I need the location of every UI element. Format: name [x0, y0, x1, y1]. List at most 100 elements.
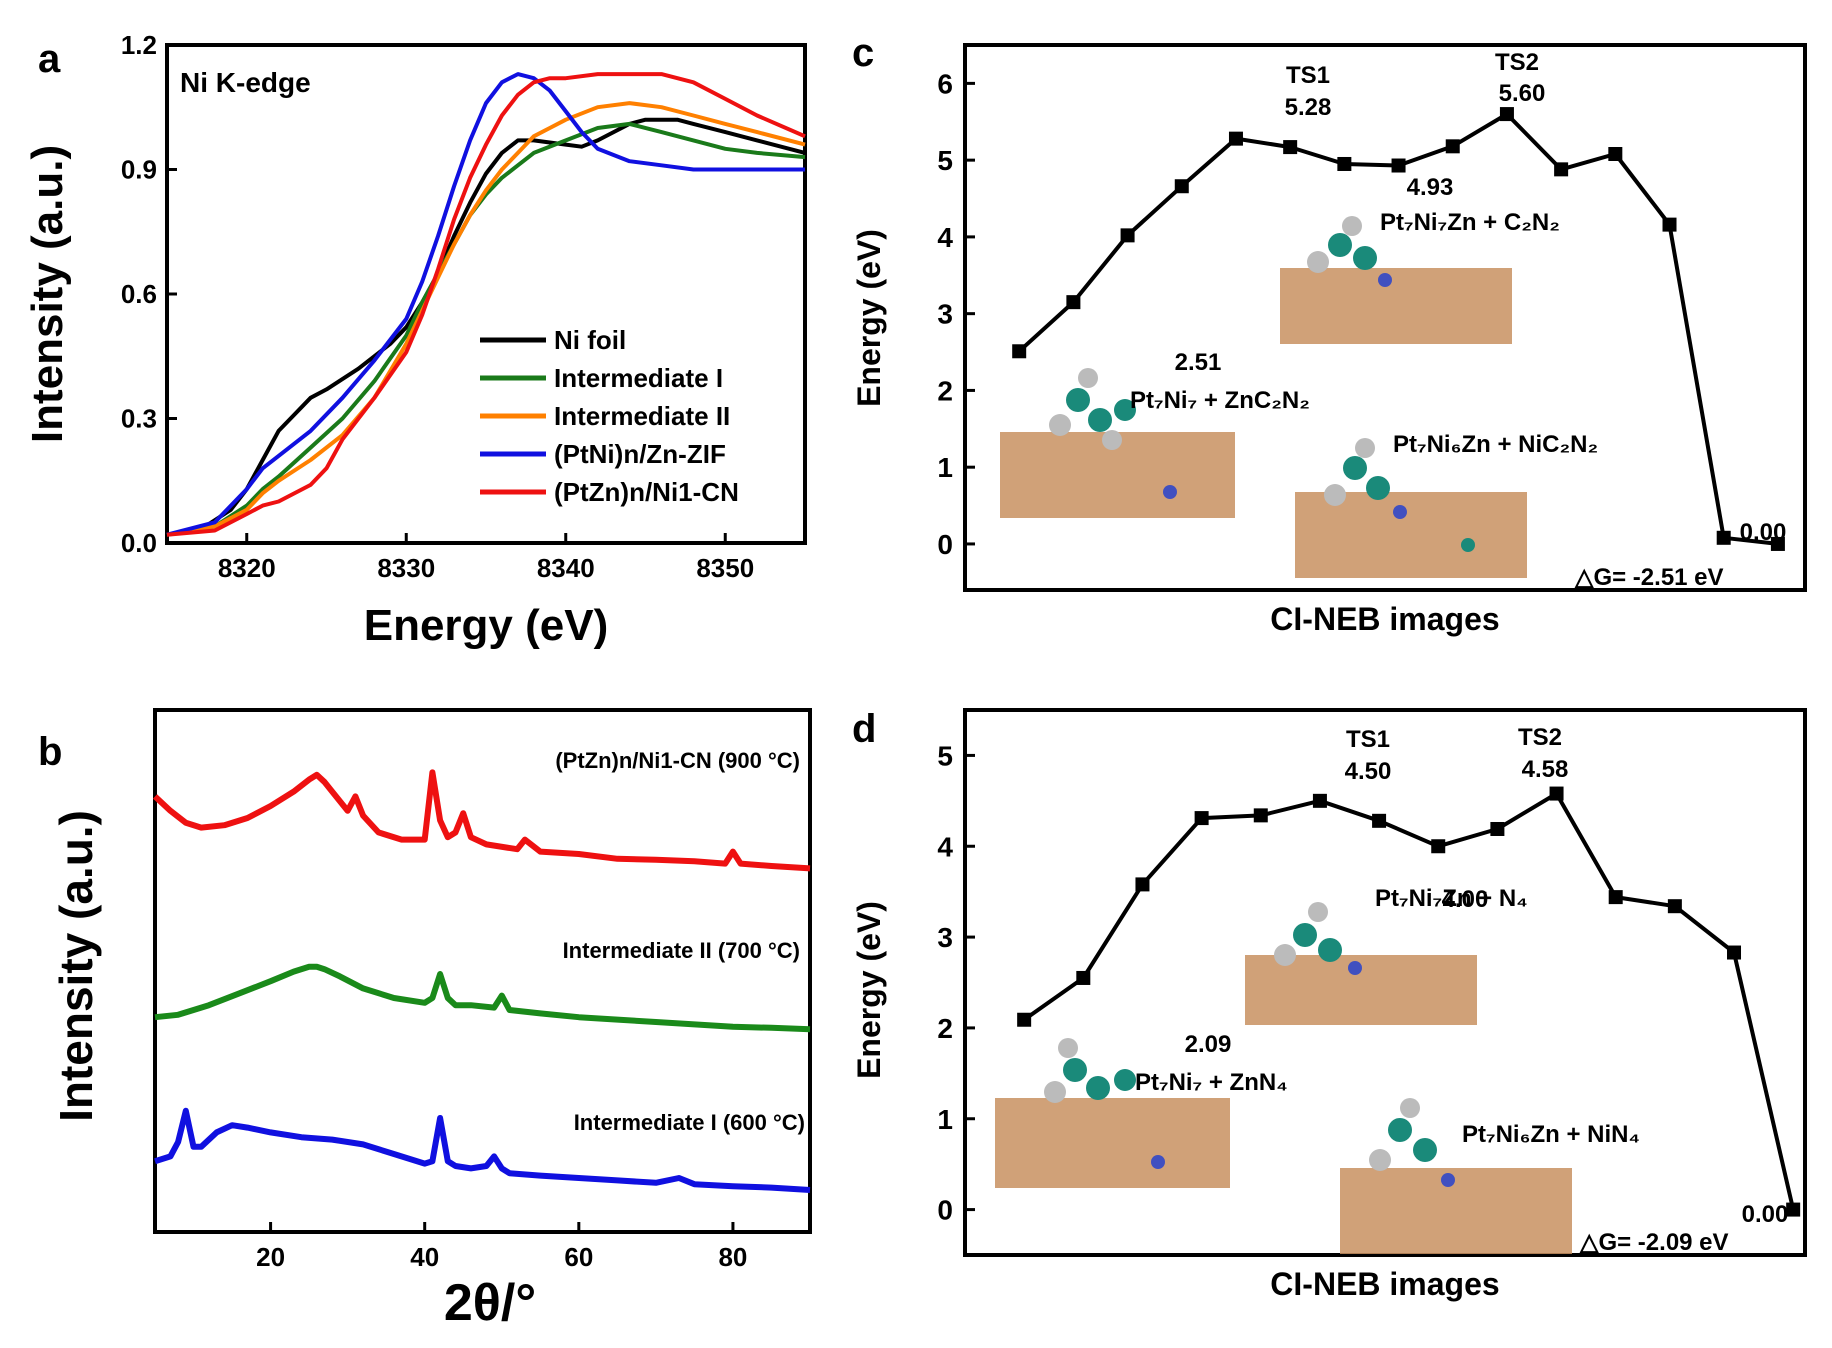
panel-b-label-600: Intermediate I (600 °C) — [574, 1110, 805, 1135]
series-line-ptzn-n-ni1-cn-900-c — [152, 769, 811, 872]
panel-a: a 8320 8330 8340 8350 0.0 0.3 0.6 0.9 1.2 Ni K-… — [23, 30, 807, 650]
energy-point-2 — [1076, 970, 1091, 985]
structure-illustration-start — [1000, 368, 1235, 518]
x-tick-label: 80 — [718, 1242, 747, 1272]
series-line-intermediate-ii — [166, 101, 806, 537]
panel-a-xlabel: Energy (eV) — [364, 601, 609, 650]
structure-illustration-end — [1340, 1098, 1572, 1254]
panel-a-legend: Ni foil Intermediate I Intermediate II (PtN… — [480, 325, 739, 507]
energy-point-13 — [1662, 217, 1677, 232]
panel-d-state-end: Pt₇Ni₆Zn + NiN₄ — [1462, 1121, 1640, 1148]
panel-label-d: d — [852, 707, 876, 751]
structure-illustration-mid — [1245, 902, 1477, 1025]
legend-label-intermediate-ii: Intermediate II — [554, 401, 730, 431]
panel-a-x-ticks: 8320 8330 8340 8350 — [218, 533, 754, 583]
y-tick-label: 0.0 — [121, 528, 157, 558]
energy-point-8 — [1391, 158, 1406, 173]
energy-point-8 — [1431, 839, 1446, 854]
panel-d-start-value: 2.09 — [1185, 1031, 1232, 1058]
legend-label-intermediate-i: Intermediate I — [554, 363, 723, 393]
x-tick-label: 8330 — [377, 553, 435, 583]
panel-d-y-ticks: 0 1 2 3 4 5 — [937, 740, 975, 1226]
x-tick-label: 8320 — [218, 553, 276, 583]
panel-d: d 0 1 2 3 4 5 TS1 4.50 TS2 4.58 4.00 2.09 0.0… — [851, 707, 1807, 1302]
panel-c-end-value: 0.00 — [1740, 519, 1787, 546]
y-tick-label: 4 — [937, 222, 953, 253]
energy-point-11 — [1554, 162, 1569, 177]
panel-b-label-900: (PtZn)n/Ni1-CN (900 °C) — [555, 748, 800, 773]
panel-d-end-value: 0.00 — [1742, 1201, 1789, 1228]
series-line-ptzn-n-ni1-cn — [166, 72, 806, 537]
panel-c-start-value: 2.51 — [1175, 349, 1222, 376]
panel-a-series — [166, 72, 806, 537]
panel-d-ts1-value: 4.50 — [1345, 758, 1392, 785]
series-line-intermediate-i — [166, 121, 806, 537]
energy-point-6 — [1283, 140, 1298, 155]
panel-b-ylabel: Intensity (a.u.) — [50, 810, 102, 1122]
panel-b-label-700: Intermediate II (700 °C) — [563, 938, 800, 963]
energy-point-12 — [1667, 899, 1682, 914]
y-tick-label: 3 — [937, 922, 953, 953]
series-line-ni-foil — [166, 117, 806, 537]
panel-d-xlabel: CI-NEB images — [1270, 1266, 1499, 1302]
panel-c-ts2-value: 5.60 — [1499, 80, 1546, 107]
energy-point-10 — [1549, 786, 1564, 801]
y-tick-label: 0.6 — [121, 279, 157, 309]
energy-point-3 — [1135, 877, 1150, 892]
energy-point-12 — [1608, 147, 1623, 161]
energy-point-9 — [1490, 821, 1505, 836]
panel-label-c: c — [852, 31, 874, 75]
energy-point-15 — [1770, 536, 1785, 551]
energy-point-11 — [1608, 890, 1623, 905]
panel-d-ts1-label: TS1 — [1346, 726, 1390, 753]
panel-c-ts1-label: TS1 — [1286, 62, 1330, 89]
panel-c-frame — [963, 43, 1807, 592]
energy-point-13 — [1727, 945, 1742, 960]
panel-label-a: a — [38, 37, 61, 81]
x-tick-label: 40 — [410, 1242, 439, 1272]
panel-d-ylabel: Energy (eV) — [851, 901, 887, 1079]
x-tick-label: 8350 — [696, 553, 754, 583]
y-tick-label: 1 — [937, 452, 953, 483]
energy-point-9 — [1445, 139, 1460, 154]
structure-illustration-end — [1295, 438, 1527, 578]
energy-point-5 — [1228, 131, 1243, 146]
y-tick-label: 0 — [937, 529, 953, 560]
y-tick-label: 1.2 — [121, 30, 157, 60]
panel-c-delta-g: △G= -2.51 eV — [1574, 564, 1724, 591]
y-tick-label: 2 — [937, 1013, 953, 1044]
energy-point-3 — [1120, 228, 1135, 243]
panel-a-y-ticks: 0.0 0.3 0.6 0.9 1.2 — [121, 30, 177, 558]
x-tick-label: 60 — [564, 1242, 593, 1272]
panel-label-b: b — [38, 730, 62, 774]
x-tick-label: 20 — [256, 1242, 285, 1272]
series-line-intermediate-ii-700-c — [154, 963, 811, 1033]
panel-c-ts1-value: 5.28 — [1285, 94, 1332, 121]
energy-point-2 — [1066, 295, 1081, 310]
y-tick-label: 0.3 — [121, 404, 157, 434]
energy-point-1 — [1017, 1012, 1032, 1027]
y-tick-label: 3 — [937, 299, 953, 330]
panel-c-min-value: 4.93 — [1407, 174, 1454, 201]
panel-b-frame — [153, 708, 812, 1234]
energy-point-4 — [1194, 811, 1209, 826]
panel-b-x-ticks: 20 40 60 80 — [256, 1222, 747, 1272]
panel-d-ts2-value: 4.58 — [1522, 756, 1569, 783]
x-tick-label: 8340 — [537, 553, 595, 583]
energy-point-1 — [1012, 344, 1027, 359]
energy-path-line — [1023, 791, 1796, 1211]
panel-b-xlabel: 2θ/° — [444, 1274, 536, 1332]
panel-c-state-start: Pt₇Ni₇ + ZnC₂N₂ — [1130, 387, 1310, 414]
y-tick-label: 0.9 — [121, 155, 157, 185]
panel-c-energy-path — [1012, 107, 1785, 551]
panel-c-ts2-label: TS2 — [1495, 49, 1539, 76]
legend-label-ni-foil: Ni foil — [554, 325, 626, 355]
y-tick-label: 5 — [937, 740, 953, 771]
y-tick-label: 6 — [937, 68, 953, 99]
panel-d-min-value: 4.00 — [1442, 886, 1489, 913]
series-line-intermediate-i-600-c — [154, 1107, 811, 1193]
panel-c-y-ticks: 0 1 2 3 4 5 6 — [937, 68, 975, 560]
energy-point-7 — [1372, 813, 1387, 828]
